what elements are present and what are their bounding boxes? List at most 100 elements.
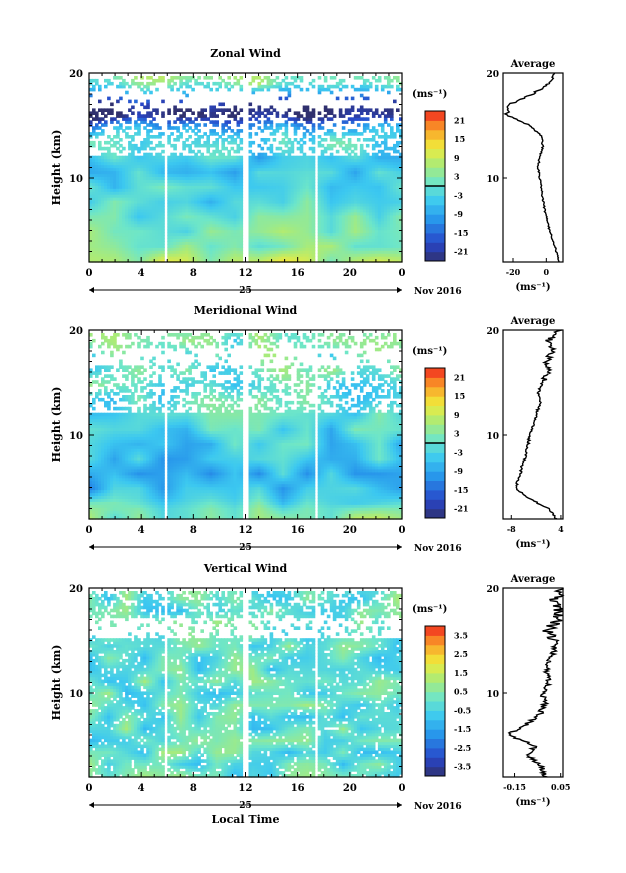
heatmap-cell	[155, 170, 159, 175]
heatmap-cell	[212, 129, 216, 133]
heatmap-cell	[248, 111, 253, 115]
heatmap-cell	[305, 259, 310, 263]
heatmap-cell	[263, 232, 268, 237]
heatmap-cell	[260, 214, 265, 219]
heatmap-cell	[188, 126, 192, 130]
heatmap-cell	[167, 176, 171, 180]
heatmap-cell	[116, 208, 120, 213]
heatmap-cell	[158, 214, 162, 219]
heatmap-cell	[212, 223, 216, 228]
heatmap-cell	[152, 173, 156, 177]
heatmap-cell	[305, 247, 310, 251]
heatmap-cell	[293, 167, 298, 172]
heatmap-cell	[137, 173, 141, 177]
heatmap-cell	[284, 173, 289, 177]
heatmap-cell	[134, 253, 138, 257]
heatmap-cell	[251, 256, 256, 260]
heatmap-cell	[152, 223, 156, 228]
heatmap-cell	[263, 179, 268, 183]
heatmap-cell	[287, 214, 292, 219]
heatmap-cell	[107, 155, 111, 160]
heatmap-cell	[275, 247, 280, 251]
heatmap-cell	[113, 155, 117, 160]
heatmap-cell	[200, 143, 204, 148]
heatmap-cell	[170, 173, 174, 177]
heatmap-cell	[209, 120, 213, 124]
heatmap-cell	[317, 167, 322, 172]
heatmap-cell	[188, 244, 192, 248]
heatmap-cell	[233, 158, 238, 163]
heatmap-cell	[251, 253, 256, 257]
heatmap-cell	[191, 129, 195, 133]
heatmap-cell	[140, 223, 144, 228]
heatmap-cell	[317, 155, 322, 160]
heatmap-cell	[143, 146, 147, 151]
heatmap-cell	[125, 211, 129, 216]
heatmap-cell	[176, 179, 180, 183]
heatmap-cell	[275, 232, 280, 237]
heatmap-cell	[116, 191, 120, 195]
heatmap-cell	[293, 200, 298, 204]
heatmap-cell	[185, 176, 189, 180]
heatmap-cell	[278, 214, 283, 219]
heatmap-cell	[137, 235, 141, 239]
heatmap-cell	[290, 247, 295, 251]
heatmap-cell	[209, 200, 213, 204]
heatmap-cell	[311, 185, 316, 189]
heatmap-cell	[158, 256, 162, 260]
heatmap-cell	[188, 211, 192, 216]
heatmap-cell	[146, 250, 150, 254]
heatmap-cell	[161, 173, 165, 177]
heatmap-cell	[200, 238, 204, 242]
heatmap-cell	[221, 188, 225, 192]
heatmap-cell	[89, 205, 93, 210]
heatmap-cell	[194, 214, 198, 219]
heatmap-cell	[194, 232, 198, 237]
heatmap-cell	[257, 202, 262, 207]
heatmap-cell	[260, 78, 265, 83]
heatmap-cell	[269, 250, 274, 254]
heatmap-cell	[311, 126, 316, 130]
heatmap-cell	[257, 200, 262, 204]
heatmap-cell	[188, 76, 192, 80]
heatmap-cell	[257, 229, 262, 234]
heatmap-cell	[158, 185, 162, 189]
heatmap-cell	[296, 155, 301, 160]
heatmap-cell	[98, 253, 102, 257]
heatmap-cell	[239, 244, 244, 248]
heatmap-cell	[152, 146, 156, 151]
heatmap-cell	[293, 229, 298, 234]
heatmap-cell	[206, 197, 210, 201]
heatmap-cell	[143, 232, 147, 237]
heatmap-cell	[182, 173, 186, 177]
heatmap-cell	[134, 211, 138, 216]
heatmap-cell	[275, 202, 280, 207]
heatmap-cell	[230, 250, 235, 254]
heatmap-cell	[116, 247, 120, 251]
heatmap-cell	[158, 135, 162, 139]
heatmap-cell	[119, 191, 123, 195]
heatmap-cell	[236, 111, 241, 115]
heatmap-cell	[95, 238, 99, 242]
heatmap-cell	[149, 226, 153, 231]
heatmap-cell	[272, 155, 277, 160]
heatmap-cell	[134, 188, 138, 192]
heatmap-cell	[98, 197, 102, 201]
heatmap-cell	[272, 191, 277, 195]
heatmap-cell	[236, 170, 241, 175]
heatmap-cell	[311, 84, 316, 89]
heatmap-cell	[98, 164, 102, 169]
heatmap-cell	[149, 176, 153, 180]
heatmap-cell	[107, 111, 111, 115]
heatmap-cell	[89, 87, 93, 92]
heatmap-cell	[269, 120, 274, 124]
heatmap-cell	[281, 211, 286, 216]
heatmap-cell	[191, 170, 195, 175]
heatmap-cell	[140, 208, 144, 213]
heatmap-cell	[176, 244, 180, 248]
heatmap-cell	[305, 182, 310, 186]
heatmap-cell	[167, 111, 171, 115]
heatmap-cell	[203, 214, 207, 219]
heatmap-cell	[203, 253, 207, 257]
heatmap-cell	[230, 217, 235, 222]
